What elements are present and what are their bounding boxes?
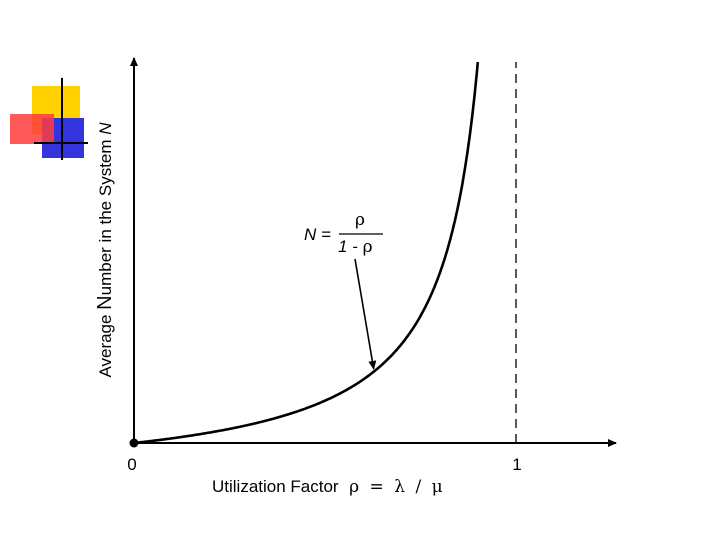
- logo-red-square: [10, 114, 54, 144]
- series-curve: [133, 61, 480, 445]
- formula-denominator-rho: ρ: [363, 237, 373, 257]
- formula-lhs: N =: [304, 225, 331, 244]
- x-axis-lambda: λ: [394, 477, 405, 497]
- x-axis-mu: μ: [432, 477, 443, 497]
- x-tick-label-0: 0: [127, 455, 136, 474]
- x-axis-equals: =: [370, 477, 384, 497]
- formula-denominator: 1 - ρ: [338, 237, 373, 257]
- y-axis-title-n: N: [94, 295, 116, 309]
- x-axis-title: Utilization Factor ρ = λ / μ: [212, 477, 443, 497]
- x-tick-label-1: 1: [512, 455, 521, 474]
- formula-arrow: [354, 258, 377, 370]
- y-axis-title: Average Number in the System N: [94, 122, 116, 378]
- x-axis-slash: /: [415, 477, 421, 497]
- y-axis-title-middle: umber in the System: [96, 135, 115, 296]
- y-axis-title-prefix: Average: [96, 310, 115, 378]
- y-axis-title-n-italic: N: [96, 122, 115, 135]
- x-axis-title-text: Utilization Factor: [212, 477, 339, 496]
- formula-denominator-prefix: 1 -: [338, 237, 363, 256]
- formula-numerator: ρ: [355, 210, 365, 230]
- x-axis-rho: ρ: [349, 477, 359, 497]
- slide-logo: [10, 78, 88, 160]
- formula-annotation: N = ρ 1 - ρ: [304, 210, 383, 370]
